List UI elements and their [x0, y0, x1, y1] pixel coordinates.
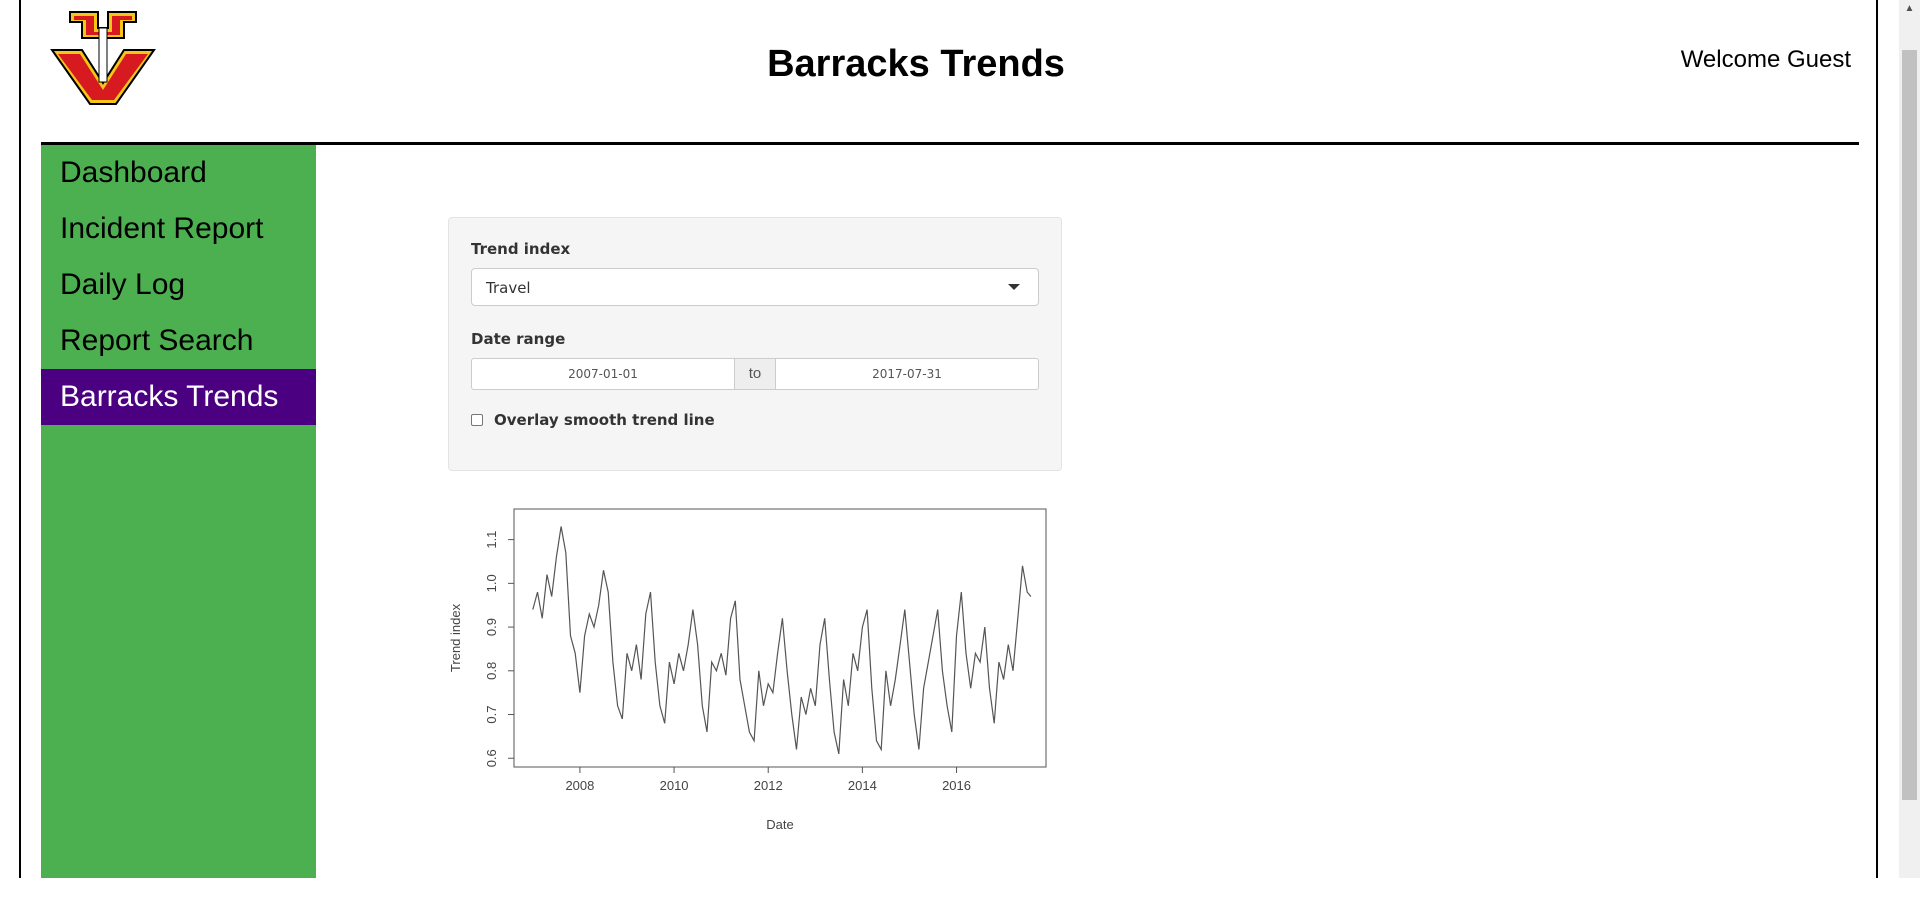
date-range-label: Date range	[471, 330, 566, 348]
trend-index-value: Travel	[486, 279, 531, 297]
y-tick-label: 1.0	[484, 574, 499, 592]
y-tick-label: 1.1	[484, 531, 499, 549]
y-tick-label: 0.6	[484, 749, 499, 767]
date-end-input[interactable]: 2017-07-31	[775, 358, 1039, 390]
plot-box	[513, 508, 1047, 768]
page-frame-left	[19, 0, 21, 878]
date-range-separator: to	[735, 358, 775, 390]
sidebar-item-barracks-trends[interactable]: Barracks Trends	[41, 369, 316, 425]
sidebar-item-incident-report[interactable]: Incident Report	[60, 212, 264, 245]
date-range-input: 2007-01-01 to 2017-07-31	[471, 358, 1039, 390]
vertical-scrollbar[interactable]: ▲	[1899, 0, 1920, 878]
y-axis-label: Trend index	[448, 603, 463, 672]
chevron-down-icon	[1008, 284, 1020, 290]
y-axis: 0.6 0.7 0.8 0.9 1.0 1.1	[484, 531, 514, 767]
page-title: Barracks Trends	[767, 43, 1065, 85]
welcome-text: Welcome Guest	[1680, 46, 1851, 73]
header-divider	[41, 142, 1859, 145]
trend-index-label: Trend index	[471, 240, 571, 258]
smooth-trend-checkbox[interactable]	[471, 414, 483, 426]
sidebar-item-report-search[interactable]: Report Search	[60, 324, 254, 357]
y-tick-label: 0.8	[484, 662, 499, 680]
trend-line	[532, 526, 1032, 755]
x-tick-label: 2016	[942, 778, 971, 793]
sidebar-item-daily-log[interactable]: Daily Log	[60, 268, 186, 301]
sidebar-nav: Dashboard Incident Report Daily Log Repo…	[41, 145, 316, 878]
logo-outline	[50, 11, 156, 105]
trend-chart: 0.60.70.80.91.01.1 2008 2010 2012 2014 2016 …	[448, 508, 1047, 832]
logo-center-bar	[98, 27, 108, 83]
x-axis-label: Date	[766, 817, 793, 832]
trend-index-select[interactable]: Travel	[471, 268, 1039, 306]
page-frame-right	[1876, 0, 1878, 878]
vmi-logo	[50, 11, 156, 105]
y-tick-label: 0.7	[484, 705, 499, 723]
x-tick-label: 2010	[660, 778, 689, 793]
date-start-input[interactable]: 2007-01-01	[471, 358, 735, 390]
sidebar-item-dashboard[interactable]: Dashboard	[60, 156, 207, 189]
y-tick-label: 0.9	[484, 618, 499, 636]
x-tick-label: 2012	[754, 778, 783, 793]
scroll-up-arrow-icon[interactable]: ▲	[1904, 3, 1915, 14]
smooth-trend-label[interactable]: Overlay smooth trend line	[494, 411, 715, 429]
x-tick-label: 2008	[565, 778, 594, 793]
controls-panel: Trend index Travel Date range 2007-01-01…	[448, 217, 1062, 471]
logo-fill	[58, 16, 148, 100]
scrollbar-thumb[interactable]	[1902, 50, 1917, 800]
x-tick-label: 2014	[848, 778, 877, 793]
x-axis: 2008 2010 2012 2014 2016	[565, 767, 971, 793]
